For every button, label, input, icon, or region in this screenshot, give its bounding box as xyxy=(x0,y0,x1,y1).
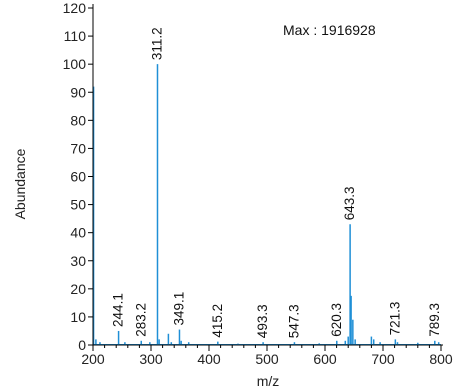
peak-label: 547.3 xyxy=(286,304,301,338)
peak-label: 311.2 xyxy=(149,27,164,60)
peak-label: 283.2 xyxy=(133,303,148,337)
x-tick-label: 800 xyxy=(429,351,453,367)
x-tick-label: 500 xyxy=(255,351,279,367)
y-tick-label: 30 xyxy=(70,253,86,269)
x-tick-label: 300 xyxy=(139,351,163,367)
x-tick-label: 700 xyxy=(371,351,395,367)
peak-label: 620.3 xyxy=(329,303,344,337)
y-tick-label: 90 xyxy=(70,84,86,100)
y-tick-label: 60 xyxy=(70,169,86,185)
peak-label: 721.3 xyxy=(387,302,402,336)
y-tick-label: 100 xyxy=(63,56,87,72)
x-axis-title: m/z xyxy=(257,373,280,389)
labels-layer: 244.1 283.2 311.2 349.1 415.2 493.3 547.3 620.3… xyxy=(111,27,442,338)
y-tick-label: 0 xyxy=(78,337,86,353)
y-tick-label: 120 xyxy=(63,0,87,16)
x-tick-label: 400 xyxy=(197,351,221,367)
y-tick-label: 110 xyxy=(64,28,87,44)
y-tick-label: 70 xyxy=(70,140,86,156)
x-tick-label: 600 xyxy=(313,351,337,367)
y-tick-label: 20 xyxy=(70,281,86,297)
peak-label: 493.3 xyxy=(255,304,270,338)
y-tick-label: 10 xyxy=(70,309,86,325)
peak-label: 415.2 xyxy=(210,304,225,338)
x-tick-label: 200 xyxy=(81,351,105,367)
peak-label: 349.1 xyxy=(171,292,186,326)
axes-layer: 0 10 20 30 40 50 60 70 80 90 100 110 120 200 300 400 500… xyxy=(63,0,453,367)
y-tick-label: 50 xyxy=(70,197,86,213)
y-tick-label: 80 xyxy=(70,112,86,128)
peak-label: 789.3 xyxy=(427,303,442,337)
peak-label: 244.1 xyxy=(111,293,126,327)
max-annotation: Max : 1916928 xyxy=(283,22,376,38)
peak-label: 643.3 xyxy=(342,186,357,220)
y-tick-label: 40 xyxy=(70,225,86,241)
y-axis-title: Abundance xyxy=(12,148,28,219)
